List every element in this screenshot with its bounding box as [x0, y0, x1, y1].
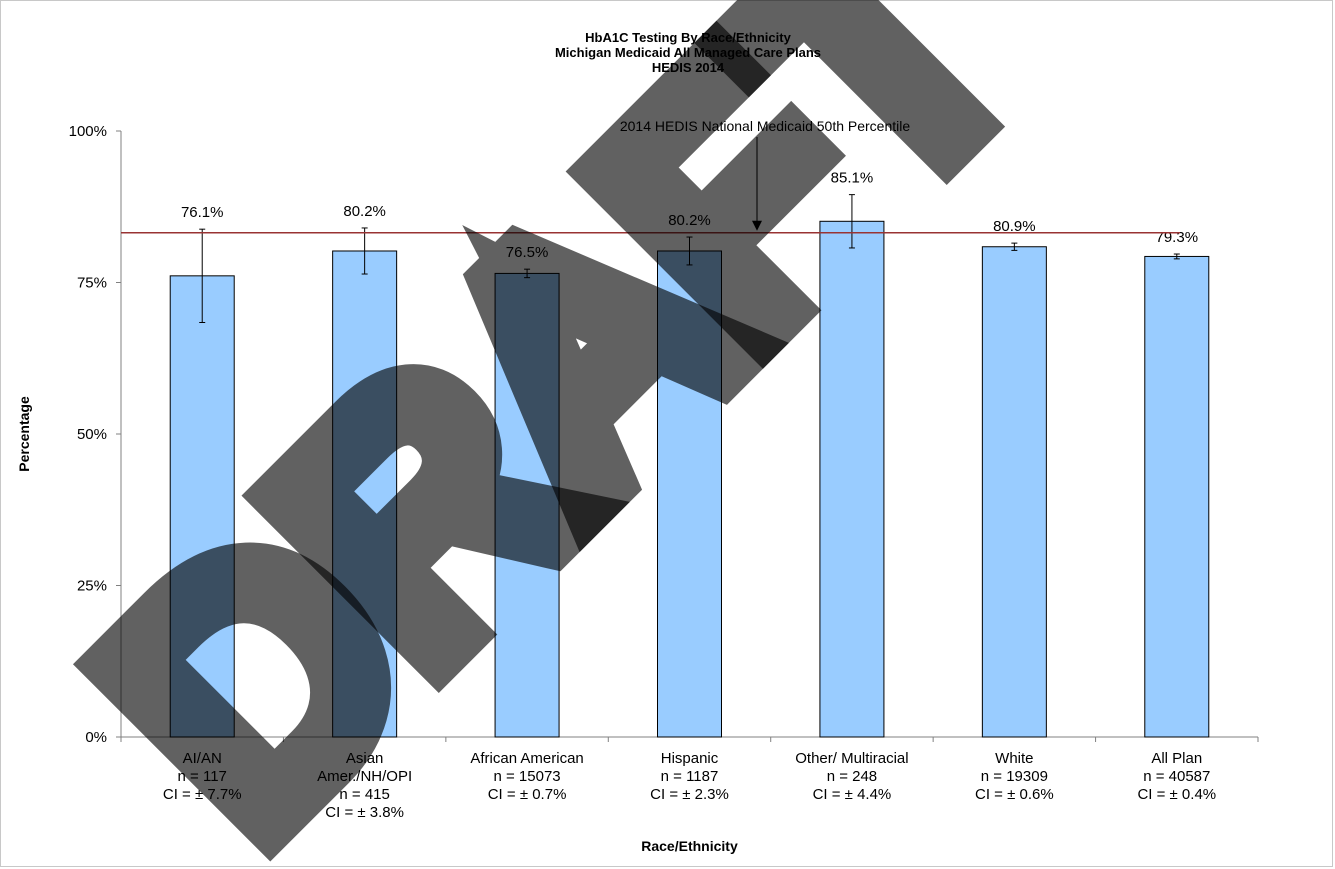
bar [819, 220, 885, 738]
data-label: 80.9% [993, 218, 1036, 235]
category-label: n = 19309 [981, 768, 1048, 785]
data-label: 79.3% [1156, 229, 1199, 246]
category-label: AI/AN [183, 750, 222, 767]
y-tick-label: 25% [77, 578, 107, 595]
reference-arrowhead [752, 220, 762, 231]
data-label: 80.2% [343, 203, 386, 220]
data-label: 76.5% [506, 244, 549, 261]
y-tick-label: 50% [77, 426, 107, 443]
bar [981, 246, 1047, 738]
y-tick-label: 0% [85, 729, 107, 746]
bar [169, 275, 235, 738]
category-label: Asian [346, 750, 384, 767]
y-axis-title: Percentage [16, 396, 32, 472]
category-label: African American [470, 750, 583, 767]
reference: 2014 HEDIS National Medicaid 50th Percen… [121, 118, 1180, 234]
category-label: CI = ± 2.3% [650, 786, 729, 803]
category-label: n = 15073 [493, 768, 560, 785]
data-label: 76.1% [181, 204, 224, 221]
bar [494, 272, 560, 738]
category-label: n = 40587 [1143, 768, 1210, 785]
bar [657, 250, 722, 738]
category-label: n = 248 [827, 768, 877, 785]
y-tick-label: 75% [77, 275, 107, 292]
y-tick-label: 100% [69, 123, 107, 140]
chart-title-line-1: HbA1C Testing By Race/Ethnicity [585, 30, 791, 45]
category-label: Other/ Multiracial [795, 750, 908, 767]
data-label: 85.1% [831, 170, 874, 187]
chart-title: HbA1C Testing By Race/EthnicityMichigan … [555, 30, 821, 75]
error-bars [199, 194, 1180, 323]
bars [169, 220, 1210, 738]
x-axis-title: Race/Ethnicity [641, 838, 738, 854]
category-label: CI = ± 0.7% [488, 786, 567, 803]
category-label: CI = ± 4.4% [813, 786, 892, 803]
category-label: Amer./NH/OPI [317, 768, 412, 785]
bar [1144, 255, 1210, 738]
category-label: CI = ± 0.4% [1137, 786, 1216, 803]
category-label: CI = ± 3.8% [325, 804, 404, 821]
category-label: Hispanic [661, 750, 719, 767]
data-label: 80.2% [668, 212, 711, 229]
category-label: CI = ± 7.7% [163, 786, 242, 803]
axes: 0% 25% 50% 75% 100% Percentage Race/Ethnicity [16, 123, 1259, 854]
reference-label: 2014 HEDIS National Medicaid 50th Percen… [620, 118, 910, 134]
chart-title-line-2: Michigan Medicaid All Managed Care Plans [555, 45, 821, 60]
category-label: n = 117 [178, 768, 227, 785]
category-label: n = 1187 [661, 768, 719, 785]
bar [332, 250, 398, 738]
category-label: CI = ± 0.6% [975, 786, 1054, 803]
category-label: White [995, 750, 1033, 767]
chart-title-line-3: HEDIS 2014 [652, 60, 725, 75]
category-label: n = 415 [339, 786, 389, 803]
category-label: All Plan [1151, 750, 1202, 767]
